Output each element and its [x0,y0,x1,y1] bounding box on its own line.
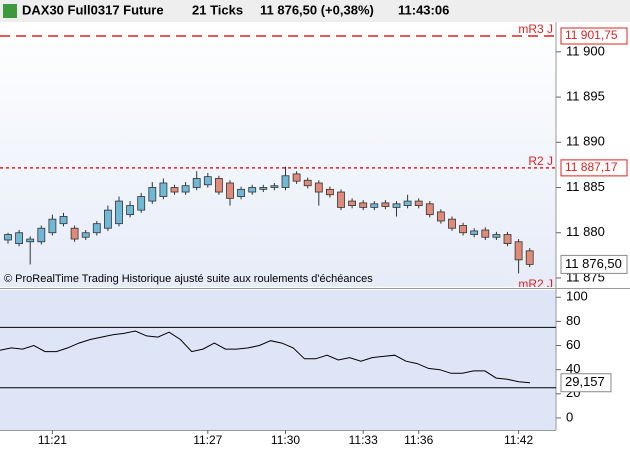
candle-body [4,234,12,241]
candle-body [481,229,490,238]
candle-body [59,216,68,225]
candle-body [448,218,456,229]
price: 11 876,50 (+0,38%) [260,2,374,17]
candle-body [359,202,368,208]
oscillator-line [0,330,531,384]
candle-body [303,179,312,187]
y-tick-label: 80 [566,313,580,328]
x-tick-label: 11:33 [349,433,378,447]
candle-body [214,178,223,193]
ticks: 21 Ticks [192,2,243,17]
candle-body [181,185,190,193]
candle-body [292,173,301,182]
candle-body [170,187,179,193]
candle-body [159,182,168,197]
candle-body [48,218,57,234]
level-label: 11 901,75 [565,28,618,42]
candle-body [503,234,512,244]
x-tick-label: 11:36 [404,433,433,447]
time: 11:43:06 [398,2,449,17]
candle-body [492,234,501,238]
candle-body [514,241,523,261]
candle-body [70,227,79,240]
candle-body [403,200,412,207]
candle-body [314,182,323,193]
y-tick-label: 11 880 [566,224,605,239]
level-name: mR3 J [518,22,553,36]
candle-body [148,187,157,202]
candle-body [381,202,390,207]
candle-body [281,175,290,188]
y-tick-label: 60 [566,337,580,352]
main-panel [0,22,556,287]
candle-body [15,232,24,244]
candle-body [459,225,468,234]
candle-body [525,250,534,265]
level-box [560,27,628,45]
candle-body [92,223,101,234]
candle-body [425,203,434,216]
candle-body [348,200,357,207]
header-bar [0,0,630,22]
chart-icon [3,4,17,18]
candle-body [37,227,46,243]
x-tick-label: 11:27 [193,433,222,447]
level-name: R2 J [528,154,553,168]
candle-body [126,205,134,216]
candle-body [226,182,234,199]
y-tick-label: 11 885 [566,179,605,194]
candle-body [115,200,123,225]
x-tick-label: 11:30 [271,433,300,447]
y-tick-label: 100 [566,289,588,304]
candle-body [337,191,345,208]
x-tick-label: 11:42 [504,433,533,447]
y-tick-label: 11 890 [566,134,605,149]
candle-body [392,203,401,208]
last-value-box [560,373,612,393]
symbol: DAX30 Full0317 Future [22,2,164,17]
candle-body [259,187,268,190]
y-tick-label: 40 [566,361,580,376]
candle-body [325,188,334,196]
y-tick-label: 0 [566,409,573,424]
y-tick-label: 11 895 [566,89,605,104]
candle-body [192,178,201,188]
candle-body [414,200,423,207]
y-tick-label: 11 900 [566,43,605,58]
last-value-label: 29,157 [565,374,605,389]
x-tick-label: 11:21 [38,433,67,447]
candle-body [203,176,212,186]
lower-panel [0,290,556,430]
candle-body [248,187,257,193]
level-label: 11 887,17 [565,160,618,174]
level-box [560,159,628,177]
watermark: © ProRealTime Trading Historique ajusté … [4,273,373,285]
candle-body [370,203,379,208]
candle-body [270,185,279,188]
last-price-box [560,254,628,274]
candle-body [104,209,112,229]
candle-body [26,238,35,243]
last-price-label: 11 876,50 [565,256,622,271]
candle-body [237,188,246,197]
candle-body [81,232,90,238]
candle-body [470,230,479,235]
candle-body [436,211,445,222]
candle-body [137,196,146,211]
level-name: mR2 J [518,277,553,291]
